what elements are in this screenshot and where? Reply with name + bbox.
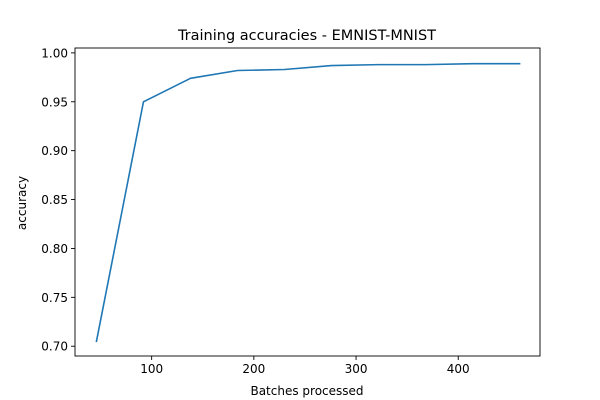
y-tick-label: 0.85 [41,193,68,207]
x-tick-label: 200 [242,362,265,376]
chart-title: Training accuracies - EMNIST-MNIST [177,28,436,44]
y-tick-label: 0.70 [41,340,68,354]
x-axis-label: Batches processed [250,384,363,398]
series-line-0 [95,62,521,343]
y-tick-label: 1.00 [41,46,68,60]
y-tick-label: 0.80 [41,242,68,256]
y-tick-label: 0.95 [41,95,68,109]
y-axis-label: accuracy [15,176,29,230]
y-tick-label: 0.90 [41,144,68,158]
x-tick-label: 400 [447,362,470,376]
plot-area: 100 200 300 400 0.70 0.75 0.80 0.85 0.90 0.95 1.00 [41,46,541,376]
axes-frame [74,47,541,357]
x-tick-label: 300 [345,362,368,376]
x-tick-label: 100 [140,362,163,376]
y-tick-label: 0.75 [41,291,68,305]
